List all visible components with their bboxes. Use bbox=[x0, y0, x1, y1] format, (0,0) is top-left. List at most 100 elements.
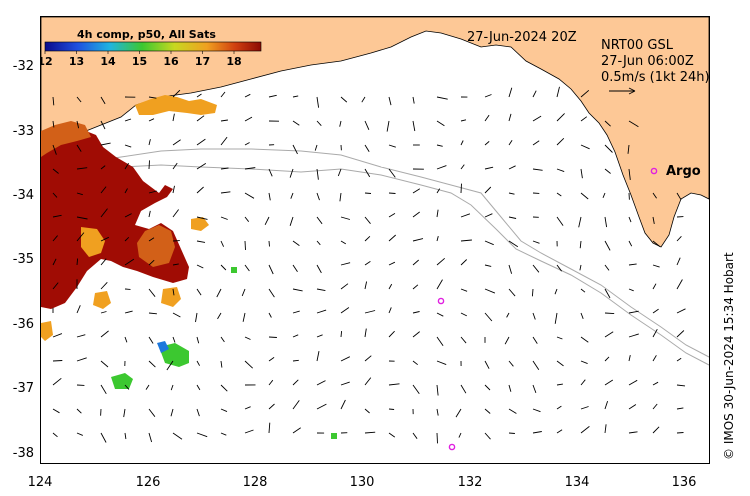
lat-tick-label: -34 bbox=[12, 188, 34, 203]
current-vector bbox=[556, 113, 565, 122]
current-vector bbox=[196, 115, 205, 122]
colorbar-tick-label: 13 bbox=[69, 55, 84, 68]
current-vector bbox=[172, 336, 176, 343]
date-label: 27-Jun-2024 20Z bbox=[467, 30, 577, 45]
map-frame[interactable]: 4h comp, p50, All Sats 12 13 14 15 16 17 18 27… bbox=[40, 16, 710, 464]
current-vector bbox=[364, 235, 371, 242]
argo-float-marker[interactable] bbox=[437, 297, 445, 305]
current-vector bbox=[436, 96, 448, 100]
current-vector bbox=[508, 165, 516, 170]
current-vector bbox=[508, 113, 512, 122]
current-vector bbox=[220, 240, 225, 247]
current-vector bbox=[364, 281, 368, 290]
current-vector bbox=[484, 141, 490, 146]
colorbar-tick-label: 16 bbox=[163, 55, 179, 68]
current-vector bbox=[364, 377, 372, 386]
current-vector bbox=[580, 168, 583, 179]
current-vector bbox=[484, 94, 492, 98]
current-vector bbox=[220, 432, 227, 436]
current-vector bbox=[316, 168, 319, 180]
sst-patch-warm bbox=[41, 121, 91, 157]
current-vector bbox=[340, 96, 348, 103]
current-vector bbox=[220, 408, 228, 413]
current-vector bbox=[339, 120, 342, 127]
current-vector bbox=[508, 264, 513, 274]
lat-tick-label: -37 bbox=[12, 381, 34, 396]
current-vector bbox=[364, 310, 376, 314]
current-vector bbox=[76, 144, 82, 152]
colorbar-tick-label: 12 bbox=[41, 55, 53, 68]
current-vector bbox=[241, 288, 246, 297]
current-vector bbox=[436, 235, 439, 242]
current-vector bbox=[676, 235, 682, 242]
current-vector bbox=[579, 264, 582, 271]
current-vector bbox=[292, 95, 299, 98]
current-vector bbox=[460, 183, 462, 194]
current-vector bbox=[508, 384, 512, 392]
current-vector bbox=[364, 408, 370, 414]
current-vector bbox=[268, 240, 270, 247]
current-vector bbox=[602, 192, 606, 198]
current-vector bbox=[292, 240, 300, 246]
current-vector bbox=[196, 186, 204, 194]
current-vector bbox=[580, 406, 589, 410]
current-vector bbox=[604, 216, 608, 228]
lat-tick-label: -32 bbox=[12, 59, 34, 74]
lon-tick-label: 128 bbox=[242, 475, 268, 490]
current-vector bbox=[580, 144, 590, 150]
current-vector bbox=[652, 240, 661, 248]
argo-float-marker[interactable] bbox=[650, 167, 658, 175]
current-vector bbox=[196, 163, 207, 170]
current-vector bbox=[532, 115, 542, 122]
sst-patch-orange bbox=[191, 217, 209, 231]
current-vector bbox=[676, 330, 685, 338]
current-vector bbox=[292, 264, 298, 272]
current-vector bbox=[508, 408, 517, 414]
map-canvas[interactable]: 4h comp, p50, All Sats 12 13 14 15 16 17 18 27… bbox=[41, 17, 709, 463]
current-vector bbox=[388, 168, 396, 178]
current-vector bbox=[196, 336, 200, 344]
current-vector bbox=[532, 312, 536, 320]
current-vector bbox=[508, 288, 516, 297]
current-vector bbox=[196, 432, 208, 438]
current-vector bbox=[460, 288, 468, 292]
current-vector bbox=[220, 91, 226, 98]
sst-patch-blue bbox=[157, 341, 169, 353]
current-vector bbox=[604, 240, 611, 251]
current-vector bbox=[628, 216, 632, 223]
current-vector bbox=[436, 432, 438, 444]
current-vector bbox=[484, 384, 491, 391]
current-vector bbox=[436, 384, 439, 396]
current-vector bbox=[268, 312, 272, 318]
colorbar-tick-label: 18 bbox=[226, 55, 241, 68]
current-vector bbox=[388, 432, 396, 438]
current-vector bbox=[556, 264, 562, 272]
lon-tick-label: 126 bbox=[135, 475, 161, 490]
scale-arrow bbox=[609, 87, 636, 95]
current-vector bbox=[340, 307, 350, 314]
current-vector bbox=[580, 426, 590, 434]
argo-float-marker[interactable] bbox=[448, 443, 456, 451]
lon-tick-label: 136 bbox=[671, 475, 697, 490]
current-vector bbox=[292, 359, 299, 362]
current-vector bbox=[580, 192, 589, 200]
current-vector bbox=[578, 216, 582, 228]
current-vector bbox=[436, 360, 447, 366]
current-vector bbox=[436, 209, 439, 218]
current-vector bbox=[52, 144, 57, 155]
current-vector bbox=[172, 139, 181, 146]
current-vector bbox=[124, 236, 130, 242]
current-vector bbox=[604, 356, 610, 362]
current-vector bbox=[196, 216, 208, 220]
current-vector bbox=[508, 216, 517, 219]
current-vector bbox=[628, 379, 638, 386]
current-vector bbox=[316, 403, 327, 410]
current-vector bbox=[364, 355, 372, 362]
current-vector bbox=[676, 257, 681, 266]
current-vector bbox=[316, 309, 327, 314]
current-vector bbox=[268, 168, 273, 177]
current-vector bbox=[388, 383, 400, 386]
current-vector bbox=[628, 288, 634, 292]
current-vector bbox=[436, 188, 441, 194]
current-vector bbox=[172, 288, 175, 296]
